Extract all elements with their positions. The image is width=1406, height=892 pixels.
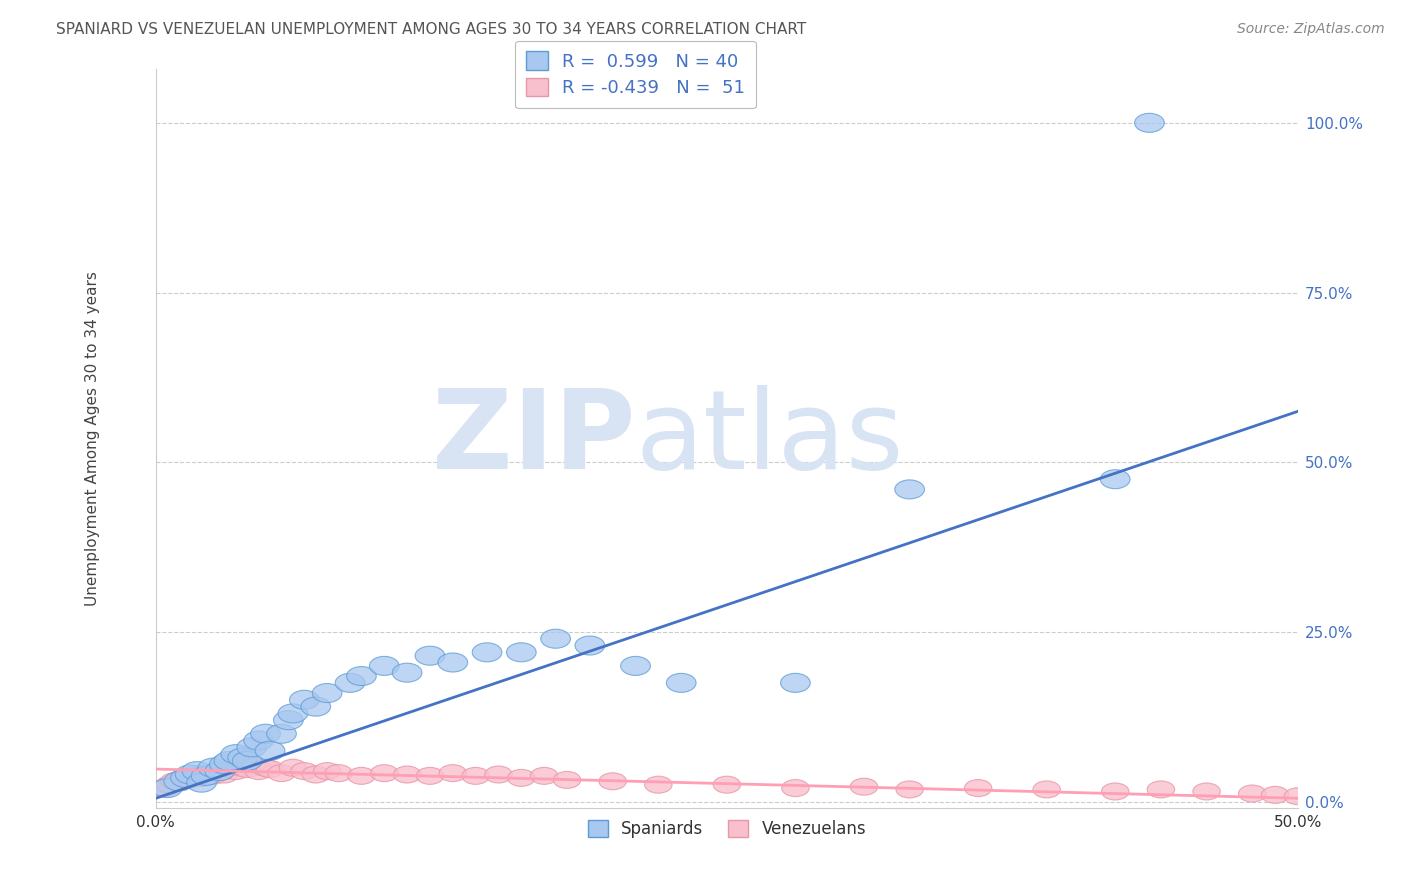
Ellipse shape (312, 683, 342, 703)
Ellipse shape (713, 776, 741, 793)
Ellipse shape (267, 764, 295, 781)
Ellipse shape (274, 711, 304, 730)
Ellipse shape (1239, 785, 1265, 802)
Ellipse shape (176, 765, 205, 784)
Ellipse shape (347, 666, 377, 686)
Text: Source: ZipAtlas.com: Source: ZipAtlas.com (1237, 22, 1385, 37)
Ellipse shape (221, 745, 250, 764)
Ellipse shape (463, 767, 489, 784)
Ellipse shape (370, 657, 399, 675)
Ellipse shape (211, 766, 238, 783)
Ellipse shape (666, 673, 696, 692)
Ellipse shape (894, 480, 925, 499)
Ellipse shape (278, 704, 308, 723)
Text: SPANIARD VS VENEZUELAN UNEMPLOYMENT AMONG AGES 30 TO 34 YEARS CORRELATION CHART: SPANIARD VS VENEZUELAN UNEMPLOYMENT AMON… (56, 22, 807, 37)
Ellipse shape (896, 781, 924, 798)
Ellipse shape (256, 741, 285, 760)
Ellipse shape (179, 767, 207, 784)
Ellipse shape (250, 724, 280, 743)
Ellipse shape (188, 770, 215, 787)
Ellipse shape (198, 758, 228, 777)
Ellipse shape (165, 774, 193, 791)
Ellipse shape (170, 770, 197, 787)
Ellipse shape (506, 643, 536, 662)
Ellipse shape (160, 772, 188, 789)
Ellipse shape (1101, 783, 1129, 800)
Ellipse shape (325, 764, 353, 781)
Ellipse shape (645, 776, 672, 793)
Ellipse shape (238, 756, 266, 772)
Ellipse shape (347, 767, 375, 784)
Ellipse shape (1135, 113, 1164, 132)
Ellipse shape (256, 761, 284, 778)
Ellipse shape (1033, 781, 1060, 798)
Ellipse shape (229, 759, 256, 776)
Ellipse shape (392, 663, 422, 682)
Text: ZIP: ZIP (432, 385, 636, 492)
Ellipse shape (301, 698, 330, 716)
Ellipse shape (394, 766, 420, 783)
Ellipse shape (267, 724, 297, 743)
Ellipse shape (485, 766, 512, 783)
Ellipse shape (416, 767, 444, 784)
Ellipse shape (233, 761, 262, 778)
Ellipse shape (183, 766, 211, 783)
Ellipse shape (575, 636, 605, 655)
Ellipse shape (280, 759, 307, 776)
Ellipse shape (243, 731, 274, 750)
Ellipse shape (1284, 788, 1312, 805)
Ellipse shape (238, 738, 267, 756)
Ellipse shape (782, 780, 808, 797)
Ellipse shape (183, 762, 212, 780)
Ellipse shape (152, 779, 183, 797)
Ellipse shape (291, 763, 318, 780)
Ellipse shape (965, 780, 991, 797)
Ellipse shape (1101, 470, 1130, 489)
Ellipse shape (554, 772, 581, 789)
Ellipse shape (200, 767, 226, 784)
Ellipse shape (174, 772, 201, 789)
Ellipse shape (780, 673, 810, 692)
Ellipse shape (1192, 783, 1220, 800)
Ellipse shape (207, 763, 233, 780)
Ellipse shape (252, 759, 280, 776)
Ellipse shape (191, 766, 221, 785)
Ellipse shape (302, 766, 329, 783)
Legend: Spaniards, Venezuelans: Spaniards, Venezuelans (581, 813, 873, 845)
Ellipse shape (193, 764, 219, 781)
Ellipse shape (437, 653, 468, 672)
Ellipse shape (599, 772, 627, 789)
Ellipse shape (290, 690, 319, 709)
Ellipse shape (314, 763, 340, 780)
Ellipse shape (209, 755, 239, 774)
Ellipse shape (156, 776, 183, 793)
Ellipse shape (215, 759, 243, 776)
Ellipse shape (222, 763, 249, 780)
Y-axis label: Unemployment Among Ages 30 to 34 years: Unemployment Among Ages 30 to 34 years (86, 271, 100, 606)
Ellipse shape (415, 646, 444, 665)
Ellipse shape (1147, 781, 1174, 798)
Ellipse shape (152, 780, 179, 797)
Ellipse shape (851, 778, 877, 795)
Ellipse shape (187, 773, 217, 792)
Ellipse shape (530, 767, 558, 784)
Ellipse shape (205, 762, 235, 780)
Ellipse shape (371, 764, 398, 781)
Ellipse shape (620, 657, 651, 675)
Ellipse shape (214, 751, 243, 771)
Ellipse shape (245, 763, 273, 780)
Ellipse shape (228, 748, 257, 767)
Ellipse shape (472, 643, 502, 662)
Ellipse shape (1261, 787, 1289, 804)
Ellipse shape (541, 629, 571, 648)
Ellipse shape (439, 764, 467, 781)
Ellipse shape (165, 772, 194, 791)
Ellipse shape (170, 768, 201, 788)
Text: atlas: atlas (636, 385, 904, 492)
Ellipse shape (232, 751, 262, 771)
Ellipse shape (508, 770, 536, 787)
Ellipse shape (335, 673, 364, 692)
